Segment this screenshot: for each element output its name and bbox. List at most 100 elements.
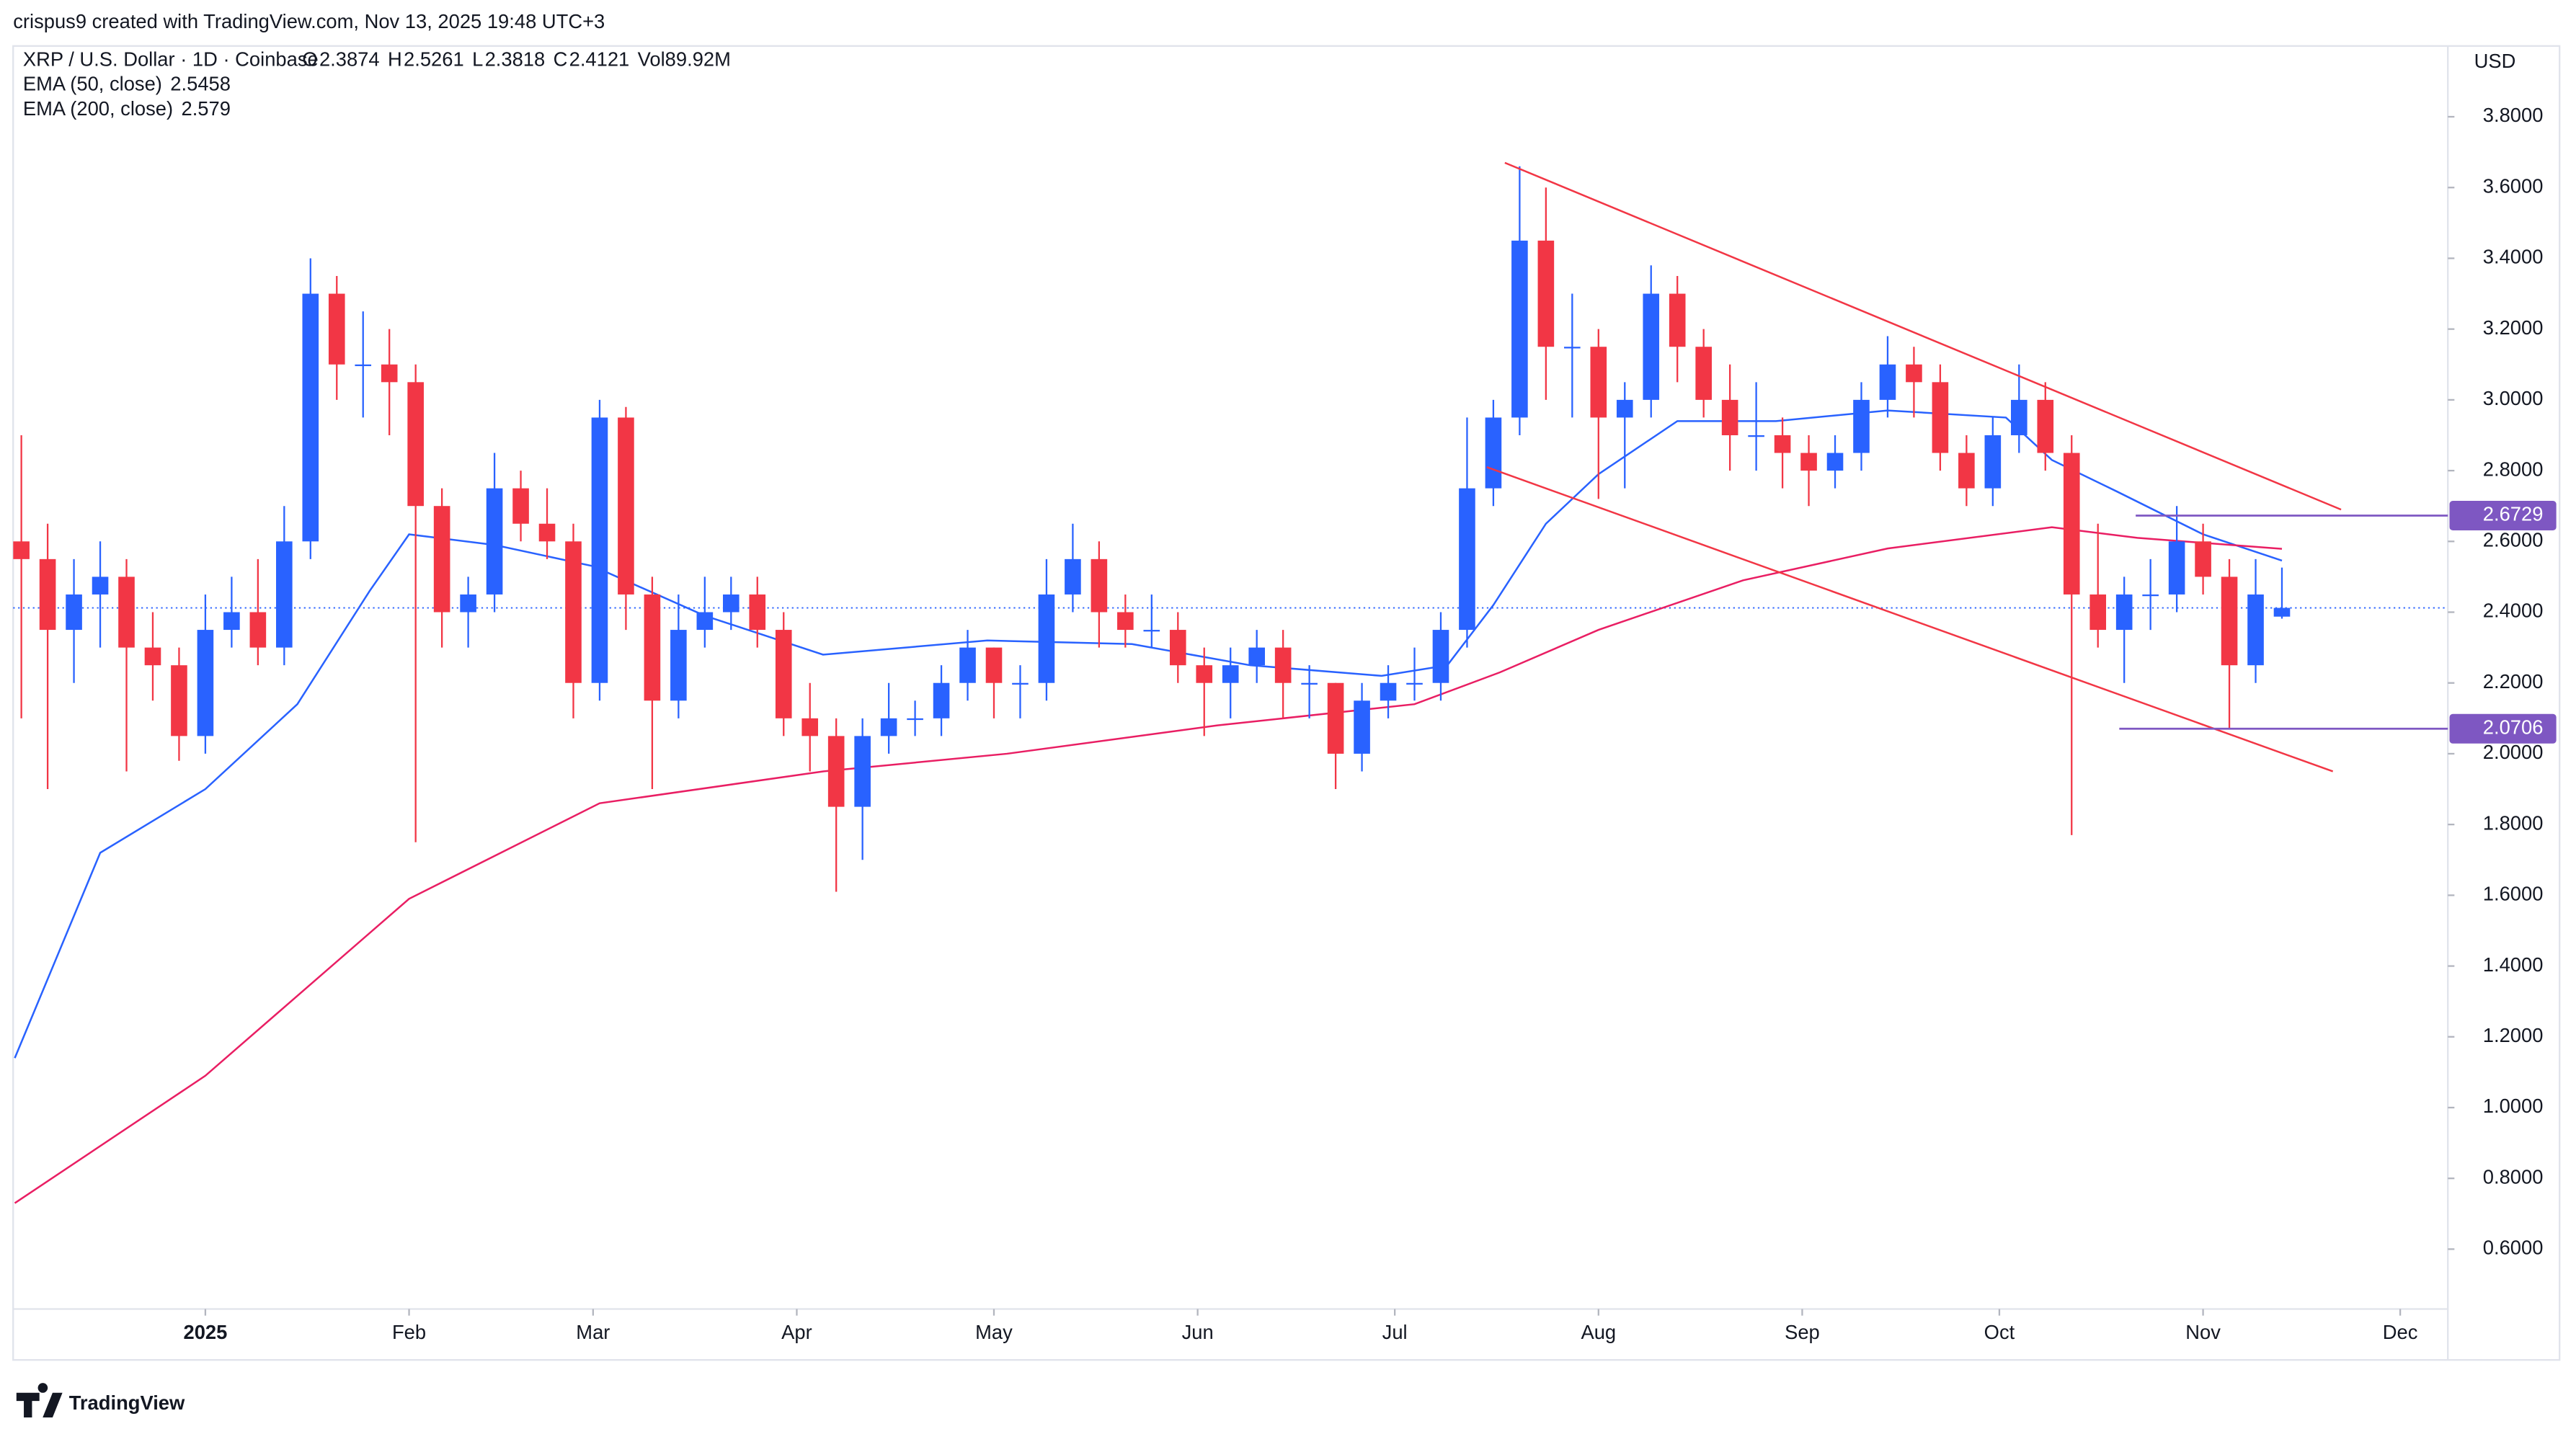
candle [827,718,845,892]
brand: TradingView [69,1392,185,1414]
candle [381,329,398,435]
candle-body [1748,435,1764,437]
y-tick-label: 1.2000 [2483,1024,2544,1046]
candle-body [197,630,214,736]
candle [2273,567,2291,619]
candle-body [2273,607,2291,617]
candle-body [565,541,582,683]
level-label: 2.0706 [2483,716,2544,738]
candle [1169,612,1186,683]
candle-body [1248,647,1265,666]
candle [1932,364,1949,471]
candle [144,612,161,701]
candle-body [985,647,1003,683]
candle [1432,612,1449,701]
candle [39,523,56,790]
x-tick-label: Oct [1984,1321,2015,1343]
candle [355,311,372,418]
candle-body [1721,399,1738,435]
candle [2142,558,2159,631]
candle [775,612,792,736]
candle [1590,329,1607,499]
indicator-legend: EMA (200, close) [23,97,173,120]
candle [749,576,766,648]
y-tick-label: 1.8000 [2483,811,2544,834]
candle [1800,435,1817,507]
candle-body [1038,594,1055,683]
candle [460,576,476,648]
candle-body [591,417,608,683]
x-tick-label: Apr [781,1321,812,1343]
y-tick-label: 3.6000 [2483,174,2544,197]
candle [433,488,450,648]
candle [1695,329,1712,418]
candle [565,523,582,718]
candle-body [92,576,109,595]
candle-body [1406,682,1423,685]
candle [1301,665,1318,718]
candle-body [13,541,30,559]
candle [1774,417,1791,489]
candle-body [907,718,923,721]
y-tick-label: 2.8000 [2483,458,2544,480]
candle-body [381,364,398,383]
candle-body [66,594,82,631]
candle [1274,630,1292,718]
candle-body [1590,347,1607,418]
candle-body [355,364,372,367]
candle [2195,523,2211,595]
candle [171,647,187,761]
candle-body [118,576,135,648]
level-tag [2449,713,2557,744]
candle [933,665,950,736]
candle [1065,523,1081,613]
symbol-title: XRP / U.S. Dollar · 1D · Coinbase [23,48,319,71]
candle-body [1906,364,1922,383]
candle [985,647,1003,718]
candle [1012,665,1029,718]
candle-body [1222,665,1239,683]
candle [2168,506,2185,613]
candle-body [1485,417,1502,489]
candle-body [2247,594,2264,666]
candle [696,576,714,648]
candle [223,576,240,648]
y-tick-label: 0.6000 [2483,1237,2544,1259]
plot-area [13,161,2448,1204]
candle-body [670,630,687,701]
candle-body [2010,399,2028,435]
candle [328,276,345,400]
candle-body [144,647,161,666]
candle-body [827,736,845,807]
candle-body [1537,240,1555,347]
candle-body [486,488,503,595]
y-tick-label: 3.8000 [2483,104,2544,126]
candle-body [1932,382,1949,453]
candle [1748,382,1764,471]
y-tick-label: 3.4000 [2483,246,2544,268]
candle-body [39,558,56,631]
candle [1643,265,1660,418]
candle-body [1800,453,1817,471]
candle-body [1012,682,1029,685]
candle-body [2063,453,2080,595]
candle [618,406,634,631]
candle [907,700,923,736]
candle-body [2221,576,2238,666]
candle [1091,541,1108,648]
x-tick-label: Jun [1182,1321,1214,1343]
candle-body [171,665,187,736]
candle [854,718,871,860]
y-tick-label: 2.2000 [2483,670,2544,693]
candle [1196,647,1213,736]
candle-body [223,612,240,631]
candle-body [1117,612,1134,631]
quote-label: C [554,48,568,71]
quote-label: H [388,48,402,71]
candle [407,364,424,842]
candle [880,682,897,754]
candle-body [2142,594,2159,597]
x-tick-label: Dec [2383,1321,2418,1343]
candle-body [1984,435,2002,489]
